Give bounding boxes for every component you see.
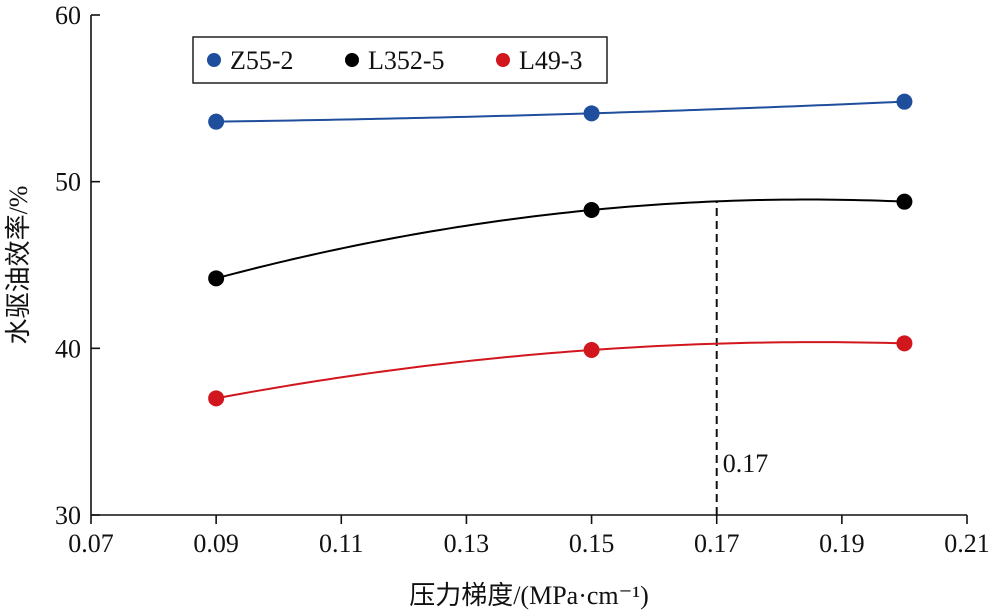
legend-label-z55-2: Z55-2	[230, 46, 294, 75]
y-tick-label: 60	[55, 1, 81, 30]
legend-label-l49-3: L49-3	[519, 46, 583, 75]
data-point-l352-5	[896, 193, 913, 210]
x-axis-title: 压力梯度/(MPa·cm⁻¹)	[409, 581, 649, 610]
data-point-l352-5	[208, 270, 225, 287]
x-tick-label: 0.07	[68, 529, 114, 558]
x-tick-label: 0.15	[569, 529, 615, 558]
legend-marker-l49-3	[496, 53, 510, 67]
y-tick-label: 30	[55, 501, 81, 530]
legend-marker-l352-5	[345, 53, 359, 67]
data-point-z55-2	[208, 113, 225, 130]
annotation-layer: 0.17	[715, 201, 769, 515]
data-point-l49-3	[583, 342, 600, 358]
data-point-z55-2	[896, 93, 913, 110]
data-point-l352-5	[583, 202, 600, 218]
x-tick-label: 0.13	[444, 529, 490, 558]
series-line-l49-3	[215, 341, 905, 400]
annotation-label: 0.17	[723, 449, 769, 478]
x-tick-label: 0.21	[944, 529, 990, 558]
series-line-z55-2	[216, 100, 905, 123]
legend-box	[192, 36, 608, 84]
legend: Z55-2 L352-5 L49-3	[192, 36, 608, 84]
series-line-l352-5	[215, 198, 905, 280]
x-tick-label: 0.09	[193, 529, 239, 558]
series-layer	[208, 93, 913, 407]
data-point-z55-2	[583, 105, 600, 122]
y-tick-label: 40	[55, 334, 81, 363]
data-point-l49-3	[896, 335, 913, 352]
legend-marker-z55-2	[207, 53, 221, 67]
data-point-l49-3	[208, 390, 225, 407]
x-tick-label: 0.19	[819, 529, 865, 558]
y-tick-label: 50	[55, 168, 81, 197]
y-axis-title: 水驱油效率/%	[4, 186, 33, 345]
axis-ticks: 0.07 0.09 0.11 0.13 0.15 0.17 0.19 0.21 30 40 50 60	[55, 1, 990, 558]
legend-label-l352-5: L352-5	[368, 46, 445, 75]
x-tick-label: 0.17	[694, 529, 740, 558]
x-tick-label: 0.11	[319, 529, 364, 558]
